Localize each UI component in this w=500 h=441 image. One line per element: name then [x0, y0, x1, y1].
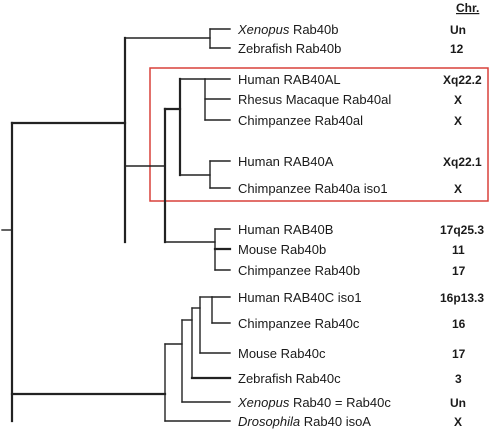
taxon-label: Xenopus Rab40b [237, 22, 338, 37]
chromosome-label: 11 [452, 243, 465, 257]
taxon-label: Mouse Rab40c [238, 346, 326, 361]
taxon-label: Human RAB40C iso1 [238, 290, 362, 305]
taxon-label: Chimpanzee Rab40al [238, 113, 363, 128]
chromosome-label: Xq22.1 [443, 155, 482, 169]
taxon-label: Chimpanzee Rab40c [238, 316, 360, 331]
taxon-label: Chimpanzee Rab40a iso1 [238, 181, 388, 196]
chromosome-label: X [454, 93, 462, 107]
chromosome-label: 16p13.3 [440, 291, 484, 305]
taxon-labels: Xenopus Rab40b Zebrafish Rab40b Human RA… [237, 22, 391, 429]
chromosome-label: Un [450, 23, 466, 37]
taxon-label: Mouse Rab40b [238, 242, 326, 257]
tree-branches [1, 28, 232, 423]
chromosome-label: X [454, 415, 462, 429]
chromosome-label: 17q25.3 [440, 223, 484, 237]
taxon-label: Zebrafish Rab40b [238, 41, 341, 56]
taxon-label: Chimpanzee Rab40b [238, 263, 360, 278]
taxon-label: Xenopus Rab40 = Rab40c [237, 395, 391, 410]
taxon-label: Drosophila Rab40 isoA [238, 414, 371, 429]
taxon-label: Rhesus Macaque Rab40al [238, 92, 391, 107]
taxon-label: Zebrafish Rab40c [238, 371, 341, 386]
chromosome-label: 12 [450, 42, 464, 56]
chromosome-label: 17 [452, 347, 466, 361]
chromosome-label: 17 [452, 264, 466, 278]
taxon-label: Human RAB40AL [238, 72, 341, 87]
chromosome-label: X [454, 114, 462, 128]
taxon-label: Human RAB40A [238, 154, 334, 169]
chr-column-header: Chr. [456, 1, 479, 15]
chromosome-label: Xq22.2 [443, 73, 482, 87]
chromosome-label: 3 [455, 372, 462, 386]
chromosome-label: Un [450, 396, 466, 410]
highlight-box [149, 67, 489, 202]
chromosome-label: X [454, 182, 462, 196]
taxon-label: Human RAB40B [238, 222, 333, 237]
chromosome-labels: Un 12 Xq22.2 X X Xq22.1 X 17q25.3 11 17 … [440, 23, 484, 429]
chromosome-label: 16 [452, 317, 466, 331]
